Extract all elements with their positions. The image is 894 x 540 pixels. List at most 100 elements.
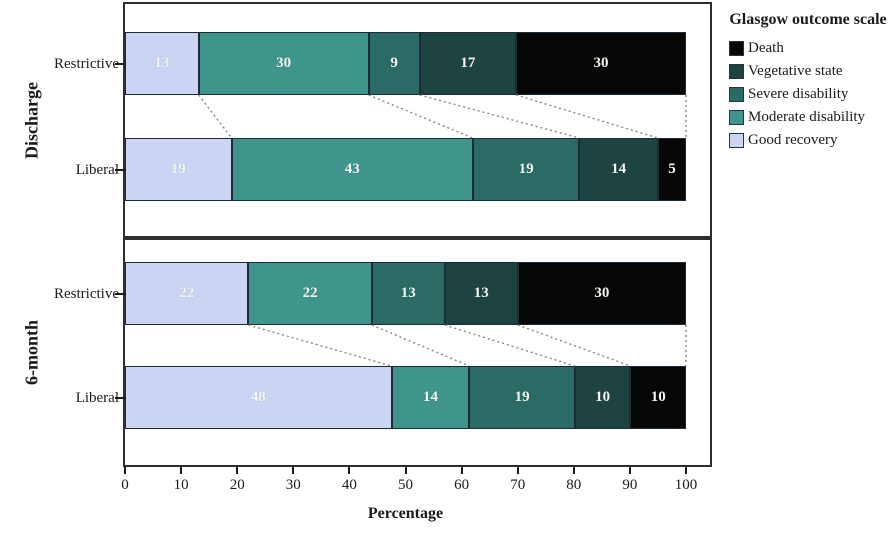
legend-swatch-vegetative-state (729, 64, 744, 79)
connector-line (515, 94, 659, 139)
panel-discharge: 13 30 9 17 30 19 43 19 14 5 (123, 2, 712, 238)
bar-value-label: 30 (276, 55, 292, 71)
x-axis-tick (124, 467, 126, 474)
x-axis-tick (460, 467, 463, 474)
connector-line (371, 324, 470, 367)
bar-liberal: 19 43 19 14 5 (125, 138, 686, 201)
x-axis-tick (236, 467, 239, 474)
x-axis-tick (404, 467, 407, 474)
bar-value-label: 14 (611, 161, 627, 177)
legend-item-label: Severe disability (748, 86, 849, 102)
legend-item-label: Moderate disability (748, 109, 866, 125)
bar-restrictive: 22 22 13 13 30 (125, 262, 686, 325)
x-axis-title: Percentage (367, 505, 444, 522)
bar-value-label: 10 (650, 389, 666, 405)
bar-value-label: 30 (593, 55, 609, 71)
connector-line (198, 94, 233, 139)
legend-swatch-severe-disability (729, 87, 744, 102)
panel-6-month: 22 22 13 13 30 48 14 19 10 10 (123, 238, 712, 467)
bar-segment-death: 10 (630, 366, 686, 429)
legend: Glasgow outcome scale Death Vegetative st… (722, 10, 894, 152)
legend-item-good-recovery: Good recovery (722, 129, 894, 152)
category-label-liberal: Liberal (75, 161, 119, 178)
bar-value-label: 13 (154, 55, 170, 71)
x-tick-label: 40 (341, 477, 357, 493)
category-label-liberal: Liberal (75, 389, 119, 406)
bar-segment-good-recovery: 19 (125, 138, 232, 201)
legend-item-label: Good recovery (748, 132, 838, 148)
bar-segment-severe-disability: 19 (469, 366, 575, 429)
x-axis-tick (572, 467, 575, 474)
bar-value-label: 22 (179, 285, 195, 301)
legend-swatch-death (729, 41, 744, 56)
bar-value-label: 22 (302, 285, 318, 301)
bar-value-label: 13 (400, 285, 416, 301)
x-tick-label: 80 (566, 477, 582, 493)
legend-items: Death Vegetative state Severe disability Mo… (722, 37, 894, 152)
y-axis-tick (115, 168, 125, 171)
bar-value-label: 10 (595, 389, 611, 405)
connector-line (248, 324, 392, 367)
legend-title: Glasgow outcome scale (729, 11, 887, 28)
legend-item-death: Death (722, 37, 894, 60)
connector-line (444, 324, 576, 367)
bar-value-label: 13 (473, 285, 489, 301)
y-axis-tick (115, 292, 125, 295)
x-axis-tick (180, 467, 183, 474)
x-tick-label: 50 (398, 477, 413, 493)
connector-line (517, 324, 631, 367)
bar-segment-good-recovery: 22 (125, 262, 249, 325)
x-tick-label: 60 (454, 477, 470, 493)
connector-line (419, 94, 580, 139)
bar-segment-death: 30 (516, 32, 686, 95)
bar-segment-severe-disability: 19 (472, 138, 580, 201)
x-tick-label: 100 (674, 477, 698, 493)
x-axis-tick (628, 467, 631, 474)
bar-restrictive: 13 30 9 17 30 (125, 32, 686, 95)
bar-liberal: 48 14 19 10 10 (125, 366, 686, 429)
bar-segment-vegetative-state: 14 (579, 138, 658, 201)
y-axis-tick (115, 62, 125, 65)
bar-value-label: 19 (514, 389, 530, 405)
x-tick-label: 90 (622, 477, 638, 493)
bar-segment-vegetative-state: 13 (444, 262, 518, 325)
x-tick-label: 20 (229, 477, 245, 493)
bar-segment-death: 30 (517, 262, 686, 325)
legend-swatch-moderate-disability (729, 110, 744, 125)
x-tick-label: 30 (285, 477, 301, 493)
bar-segment-severe-disability: 9 (368, 32, 420, 95)
legend-swatch-good-recovery (729, 133, 744, 148)
category-label-restrictive: Restrictive (54, 285, 119, 302)
x-tick-label: 70 (510, 477, 526, 493)
connector-line (368, 94, 474, 139)
legend-item-vegetative-state: Vegetative state (722, 60, 894, 83)
x-tick-label: 0 (121, 477, 129, 493)
x-axis-tick (292, 467, 295, 474)
x-axis-tick (516, 467, 519, 474)
bar-value-label: 9 (390, 55, 398, 71)
bar-segment-good-recovery: 13 (125, 32, 199, 95)
x-axis-tick (348, 467, 351, 474)
bar-segment-moderate-disability: 30 (198, 32, 369, 95)
x-tick-label: 10 (173, 477, 189, 493)
legend-item-moderate-disability: Moderate disability (722, 106, 894, 129)
bar-segment-death: 5 (657, 138, 686, 201)
category-label-restrictive: Restrictive (54, 55, 119, 72)
bar-segment-moderate-disability: 14 (391, 366, 470, 429)
legend-item-severe-disability: Severe disability (722, 83, 894, 106)
legend-item-label: Vegetative state (748, 63, 843, 79)
bar-value-label: 17 (460, 55, 476, 71)
bar-value-label: 14 (422, 389, 438, 405)
bar-value-label: 19 (170, 161, 186, 177)
bar-segment-moderate-disability: 43 (231, 138, 473, 201)
legend-item-label: Death (748, 40, 784, 56)
bar-value-label: 30 (594, 285, 610, 301)
x-axis-tick (685, 467, 687, 474)
bar-value-label: 19 (518, 161, 534, 177)
bar-segment-vegetative-state: 10 (574, 366, 631, 429)
bar-segment-severe-disability: 13 (371, 262, 445, 325)
y-axis-tick (115, 396, 125, 399)
bar-segment-moderate-disability: 22 (248, 262, 372, 325)
bar-value-label: 43 (344, 161, 360, 177)
